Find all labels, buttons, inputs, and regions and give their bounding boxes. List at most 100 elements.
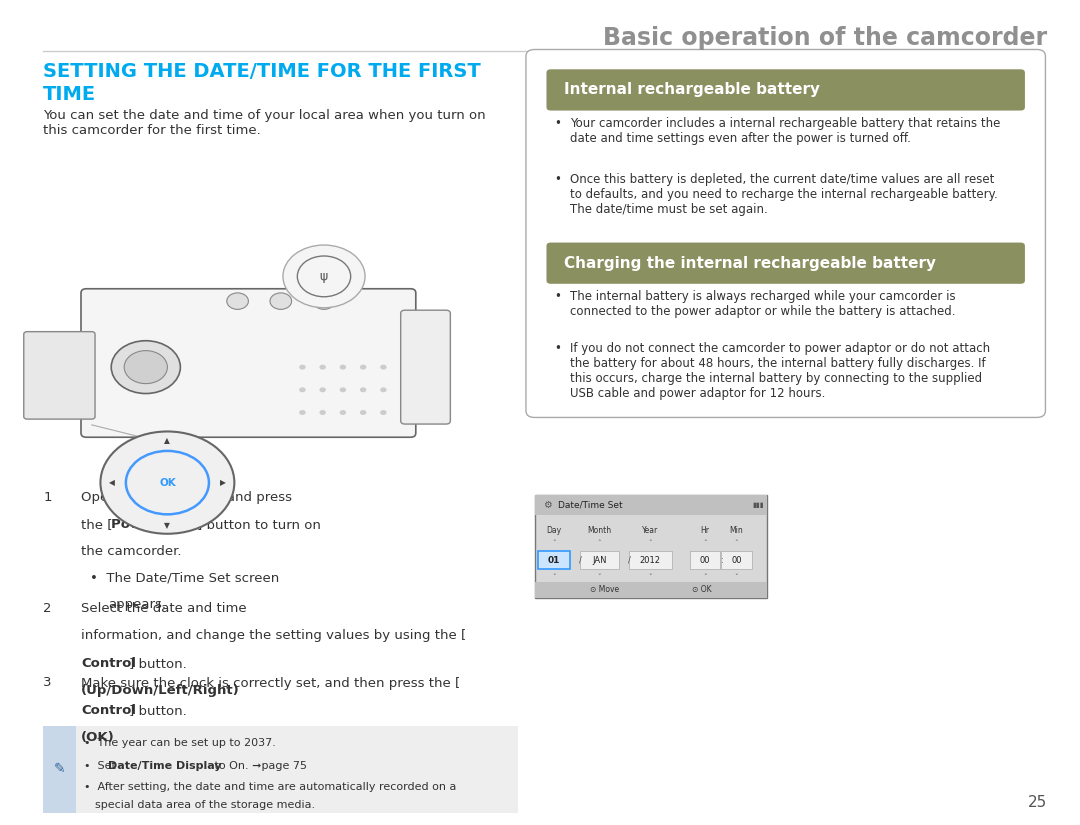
FancyBboxPatch shape — [526, 50, 1045, 417]
Circle shape — [299, 365, 306, 370]
Text: OK: OK — [159, 478, 176, 488]
Text: ⊙ OK: ⊙ OK — [692, 586, 712, 594]
Circle shape — [299, 410, 306, 415]
Text: ˅: ˅ — [703, 574, 707, 580]
Text: ˅: ˅ — [597, 574, 602, 580]
Circle shape — [380, 387, 387, 392]
Text: ˅: ˅ — [552, 574, 556, 580]
Circle shape — [297, 256, 351, 297]
Text: the [: the [ — [81, 518, 112, 531]
Text: 3: 3 — [43, 676, 52, 690]
FancyBboxPatch shape — [535, 495, 767, 598]
Circle shape — [320, 365, 326, 370]
Text: Your camcorder includes a internal rechargeable battery that retains the
date an: Your camcorder includes a internal recha… — [570, 117, 1000, 145]
FancyBboxPatch shape — [629, 551, 672, 569]
Text: The internal battery is always recharged while your camcorder is
connected to th: The internal battery is always recharged… — [570, 290, 956, 318]
Text: You can set the date and time of your local area when you turn on
this camcorder: You can set the date and time of your lo… — [43, 109, 486, 137]
Text: Make sure the clock is correctly set, and then press the [: Make sure the clock is correctly set, an… — [81, 676, 460, 690]
Text: ◀: ◀ — [109, 478, 114, 487]
Text: •  After setting, the date and time are automatically recorded on a: • After setting, the date and time are a… — [84, 782, 457, 792]
Text: Control: Control — [81, 657, 136, 670]
Text: Open the LCD screen and press: Open the LCD screen and press — [81, 491, 292, 504]
Text: ˄: ˄ — [734, 540, 739, 545]
Text: Day: Day — [546, 526, 562, 535]
Text: ] button.: ] button. — [129, 704, 186, 717]
Circle shape — [320, 410, 326, 415]
Circle shape — [380, 410, 387, 415]
Text: •  Set: • Set — [84, 761, 120, 771]
Text: ▼: ▼ — [164, 521, 171, 530]
Text: 01: 01 — [548, 556, 561, 564]
Text: SETTING THE DATE/TIME FOR THE FIRST
TIME: SETTING THE DATE/TIME FOR THE FIRST TIME — [43, 62, 481, 105]
Text: (Up/Down/Left/Right): (Up/Down/Left/Right) — [81, 684, 240, 697]
Circle shape — [360, 387, 366, 392]
FancyBboxPatch shape — [401, 310, 450, 424]
Text: ✎: ✎ — [54, 762, 65, 776]
Text: /: / — [629, 556, 631, 564]
Text: Min: Min — [730, 526, 743, 535]
Text: Once this battery is depleted, the current date/time values are all reset
to def: Once this battery is depleted, the curre… — [570, 173, 998, 216]
FancyBboxPatch shape — [721, 551, 752, 569]
Text: 2: 2 — [43, 602, 52, 615]
Circle shape — [380, 365, 387, 370]
Circle shape — [339, 410, 346, 415]
FancyBboxPatch shape — [24, 332, 95, 419]
Text: Power (⏻): Power (⏻) — [111, 518, 183, 531]
Circle shape — [360, 410, 366, 415]
Text: Basic operation of the camcorder: Basic operation of the camcorder — [604, 26, 1048, 50]
FancyBboxPatch shape — [546, 243, 1025, 284]
Text: •  The Date/Time Set screen: • The Date/Time Set screen — [90, 572, 279, 585]
Text: (OK): (OK) — [81, 731, 114, 744]
Circle shape — [313, 293, 335, 309]
Text: ˄: ˄ — [597, 540, 602, 545]
Text: /: / — [579, 556, 581, 564]
FancyBboxPatch shape — [690, 551, 720, 569]
Text: special data area of the storage media.: special data area of the storage media. — [95, 800, 315, 810]
Circle shape — [124, 351, 167, 384]
Text: •: • — [554, 117, 561, 130]
Text: 1: 1 — [43, 491, 52, 504]
Circle shape — [227, 293, 248, 309]
Circle shape — [360, 365, 366, 370]
Text: ˅: ˅ — [648, 574, 652, 580]
Text: ˄: ˄ — [552, 540, 556, 545]
Text: appears.: appears. — [108, 598, 166, 611]
Circle shape — [283, 245, 365, 308]
Text: 00: 00 — [731, 556, 742, 564]
Text: ˄: ˄ — [648, 540, 652, 545]
Text: to On. ➞page 75: to On. ➞page 75 — [211, 761, 307, 771]
Circle shape — [270, 293, 292, 309]
Text: 25: 25 — [1028, 795, 1048, 810]
Text: JAN: JAN — [592, 556, 607, 564]
Text: Month: Month — [588, 526, 611, 535]
Text: •: • — [554, 342, 561, 355]
Text: 2012: 2012 — [639, 556, 661, 564]
Text: Select the date and time: Select the date and time — [81, 602, 246, 615]
FancyBboxPatch shape — [81, 289, 416, 437]
Text: ψ: ψ — [320, 270, 328, 283]
Text: Control: Control — [81, 704, 136, 717]
Text: ˅: ˅ — [734, 574, 739, 580]
Text: If you do not connect the camcorder to power adaptor or do not attach
the batter: If you do not connect the camcorder to p… — [570, 342, 990, 399]
Text: ⚙: ⚙ — [543, 500, 552, 510]
FancyBboxPatch shape — [546, 69, 1025, 111]
Circle shape — [299, 387, 306, 392]
Text: 00: 00 — [700, 556, 711, 564]
FancyBboxPatch shape — [580, 551, 619, 569]
Text: :: : — [721, 556, 724, 564]
Circle shape — [111, 341, 180, 394]
Text: Internal rechargeable battery: Internal rechargeable battery — [564, 82, 820, 97]
Text: ˄: ˄ — [703, 540, 707, 545]
Text: Charging the internal rechargeable battery: Charging the internal rechargeable batte… — [564, 256, 935, 271]
Text: ⊙ Move: ⊙ Move — [590, 586, 619, 594]
FancyBboxPatch shape — [43, 726, 76, 813]
Circle shape — [100, 431, 234, 534]
Text: Date/Time Set: Date/Time Set — [558, 501, 623, 509]
Circle shape — [126, 451, 208, 514]
Circle shape — [339, 387, 346, 392]
FancyBboxPatch shape — [538, 551, 570, 569]
Text: Hr: Hr — [701, 526, 710, 535]
Text: ▮▮▮: ▮▮▮ — [752, 502, 764, 508]
Text: ▶: ▶ — [220, 478, 226, 487]
Text: •  The year can be set up to 2037.: • The year can be set up to 2037. — [84, 738, 276, 748]
